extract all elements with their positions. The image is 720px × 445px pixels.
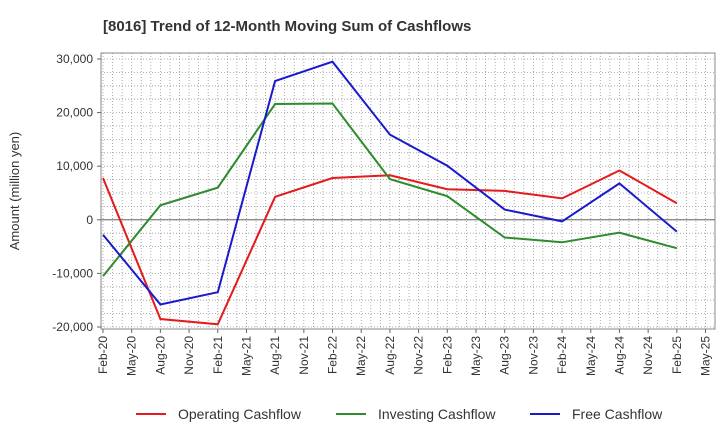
y-tick-label: 10,000 xyxy=(56,159,93,173)
x-tick-label: May-24 xyxy=(584,336,598,376)
x-tick-label: Aug-20 xyxy=(153,336,167,375)
x-tick-label: Feb-25 xyxy=(670,336,684,374)
x-tick-label: Feb-24 xyxy=(555,336,569,374)
x-tick-label: May-23 xyxy=(469,336,483,376)
operating-cashflow-line xyxy=(102,169,678,326)
grid xyxy=(101,53,715,329)
series-lines xyxy=(102,60,678,326)
x-tick-label: Aug-21 xyxy=(268,336,282,375)
free-cashflow-line xyxy=(102,60,678,306)
x-tick-label: Aug-24 xyxy=(612,336,626,375)
x-tick-label: May-21 xyxy=(239,336,253,376)
investing-cashflow-legend-label: Investing Cashflow xyxy=(378,406,496,422)
x-tick-label: Feb-23 xyxy=(440,336,454,374)
x-tick-label: Feb-20 xyxy=(96,336,110,374)
x-tick-label: Aug-23 xyxy=(498,336,512,375)
chart-title: [8016] Trend of 12-Month Moving Sum of C… xyxy=(103,18,471,35)
y-tick-label: 30,000 xyxy=(56,52,93,66)
y-tick-label: 20,000 xyxy=(56,106,93,120)
x-tick-label: May-22 xyxy=(354,336,368,376)
y-tick-label: -10,000 xyxy=(52,266,93,280)
operating-cashflow-legend-label: Operating Cashflow xyxy=(178,406,302,422)
x-tick-label: Nov-24 xyxy=(641,336,655,375)
x-tick-label: May-20 xyxy=(125,336,139,376)
legend: Operating Cashflow Investing Cashflow Free… xyxy=(136,406,663,422)
plot-frame xyxy=(100,52,716,330)
y-tick-label: -20,000 xyxy=(52,320,93,334)
x-tick-label: Nov-21 xyxy=(297,336,311,375)
investing-cashflow-line xyxy=(102,102,678,277)
x-tick-label: Feb-21 xyxy=(211,336,225,374)
x-tick-label: Nov-23 xyxy=(526,336,540,375)
free-cashflow-legend-label: Free Cashflow xyxy=(572,406,663,422)
y-axis-label: Amount (million yen) xyxy=(7,132,22,251)
x-tick-label: May-25 xyxy=(699,336,713,376)
x-tick-label: Nov-22 xyxy=(412,336,426,375)
x-tick-label: Feb-22 xyxy=(326,336,340,374)
y-tick-label: 0 xyxy=(86,213,93,227)
x-tick-label: Aug-22 xyxy=(383,336,397,375)
x-tick-label: Nov-20 xyxy=(182,336,196,375)
